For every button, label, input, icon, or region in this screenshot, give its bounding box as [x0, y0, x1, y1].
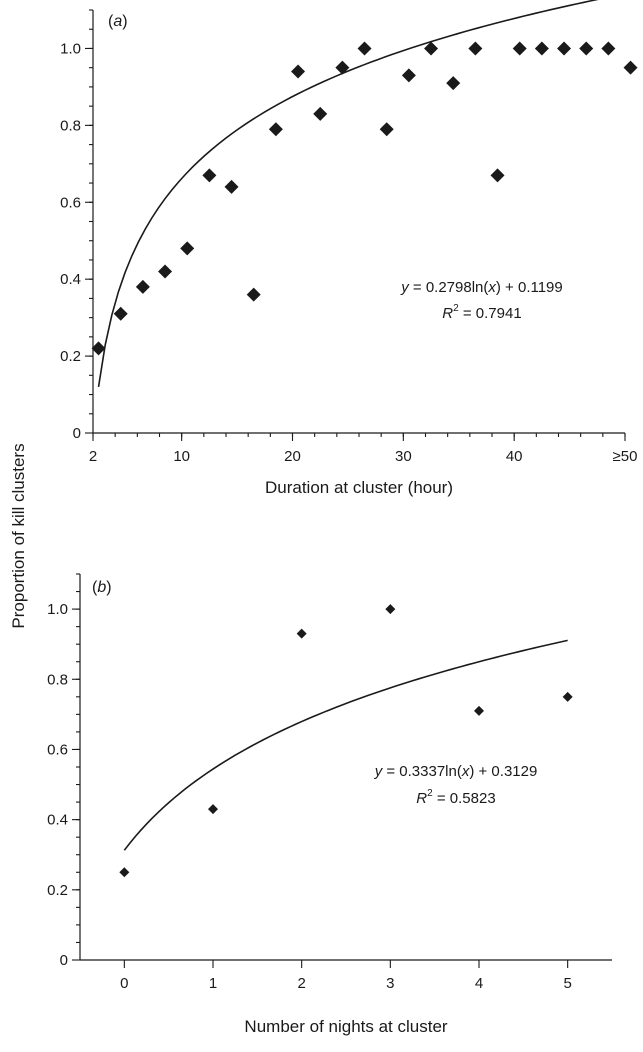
- y-tick-label: 1.0: [47, 601, 68, 618]
- x-tick-label: 1: [209, 975, 217, 992]
- eq-mid: = 0.3337ln(: [382, 763, 462, 780]
- trendline: [123, 639, 568, 851]
- panel-label: (a): [108, 13, 128, 30]
- eq-end: ) + 0.3129: [469, 763, 537, 780]
- x-tick-label: 2: [89, 448, 97, 465]
- x-tick-label: 10: [173, 448, 190, 465]
- y-tick-label: 0.6: [60, 194, 81, 211]
- r2-value: = 0.5823: [433, 790, 496, 807]
- y-tick-label: 1.0: [60, 40, 81, 57]
- y-tick-label: 0.4: [47, 812, 68, 829]
- trendline-equation: y = 0.2798ln(x) + 0.1199: [400, 279, 563, 296]
- x-tick-label: 4: [475, 975, 483, 992]
- eq-mid: = 0.2798ln(: [409, 279, 489, 296]
- r2-sup: 2: [453, 303, 459, 314]
- panel-label-open: (: [92, 579, 98, 596]
- trendline-equation: y = 0.3337ln(x) + 0.3129: [374, 763, 538, 780]
- r2-sup: 2: [427, 788, 433, 799]
- x-axis-title: Number of nights at cluster: [244, 1017, 447, 1036]
- data-point: [401, 68, 416, 83]
- data-point: [91, 341, 106, 356]
- panel-label: (b): [92, 579, 112, 596]
- data-point: [446, 76, 461, 91]
- data-point: [562, 691, 573, 702]
- data-point: [335, 60, 350, 75]
- x-tick-label: 3: [386, 975, 394, 992]
- data-point: [623, 60, 638, 75]
- data-point: [313, 106, 328, 121]
- data-point: [158, 264, 173, 279]
- y-tick-label: 0.8: [47, 671, 68, 688]
- data-point: [113, 306, 128, 321]
- data-point: [246, 287, 261, 302]
- data-point: [557, 41, 572, 56]
- panel-label-close: ): [122, 13, 127, 30]
- data-point: [424, 41, 439, 56]
- data-point: [379, 122, 394, 137]
- data-point: [468, 41, 483, 56]
- panel-label-letter: a: [113, 13, 122, 30]
- trendline: [97, 0, 599, 388]
- r2-r: R: [416, 790, 427, 807]
- data-point: [579, 41, 594, 56]
- data-point: [490, 168, 505, 183]
- data-point: [208, 804, 218, 815]
- data-point: [474, 705, 484, 716]
- y-tick-label: 0.2: [47, 882, 68, 899]
- y-tick-label: 0.6: [47, 741, 68, 758]
- r-squared: R2 = 0.7941: [442, 303, 521, 322]
- panel-label-close: ): [106, 579, 111, 596]
- y-tick-label: 0.4: [60, 271, 81, 288]
- x-tick-label: ≥50: [613, 448, 638, 465]
- data-point: [296, 628, 307, 639]
- chart-panel-b: 0 0.2 0.4 0.6 0.8 1.0 0 1 2 3 4 5 Number of nights a…: [47, 573, 612, 1036]
- data-point: [135, 279, 150, 294]
- data-point: [119, 867, 130, 878]
- data-point: [385, 604, 396, 615]
- panel-label-open: (: [108, 13, 114, 30]
- chart-panel-a: 0 0.2 0.4 0.6 0.8 1.0 2 10 20 30 40 ≥50 Duration at …: [60, 0, 638, 497]
- y-tick-label: 0.2: [60, 348, 81, 365]
- y-tick-label: 0: [60, 952, 68, 969]
- y-axis-title: Proportion of kill clusters: [9, 443, 28, 628]
- r2-value: = 0.7941: [459, 305, 522, 322]
- data-point: [534, 41, 549, 56]
- x-tick-label: 2: [297, 975, 305, 992]
- y-tick-label: 0: [73, 425, 81, 442]
- x-tick-label: 30: [395, 448, 412, 465]
- x-tick-label: 20: [284, 448, 301, 465]
- data-point: [202, 168, 217, 183]
- eq-x: x: [487, 279, 496, 296]
- r-squared: R2 = 0.5823: [416, 788, 495, 807]
- y-tick-label: 0.8: [60, 117, 81, 134]
- r2-r: R: [442, 305, 453, 322]
- data-point: [224, 179, 239, 194]
- eq-y: y: [400, 279, 410, 296]
- x-tick-label: 40: [506, 448, 523, 465]
- data-point: [180, 241, 195, 256]
- data-point: [601, 41, 616, 56]
- x-tick-label: 5: [563, 975, 571, 992]
- eq-y: y: [374, 763, 384, 780]
- data-point: [268, 122, 283, 137]
- eq-x: x: [461, 763, 470, 780]
- panel-label-letter: b: [97, 579, 106, 596]
- x-tick-label: 0: [120, 975, 128, 992]
- data-point: [291, 64, 306, 79]
- x-axis-title: Duration at cluster (hour): [265, 478, 453, 497]
- data-point: [512, 41, 527, 56]
- eq-end: ) + 0.1199: [496, 279, 563, 296]
- data-point: [357, 41, 372, 56]
